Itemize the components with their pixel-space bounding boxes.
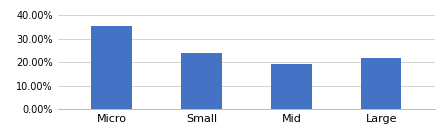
Bar [181, 53, 222, 109]
Bar [271, 64, 312, 109]
Bar [361, 58, 401, 109]
Bar [91, 26, 132, 109]
